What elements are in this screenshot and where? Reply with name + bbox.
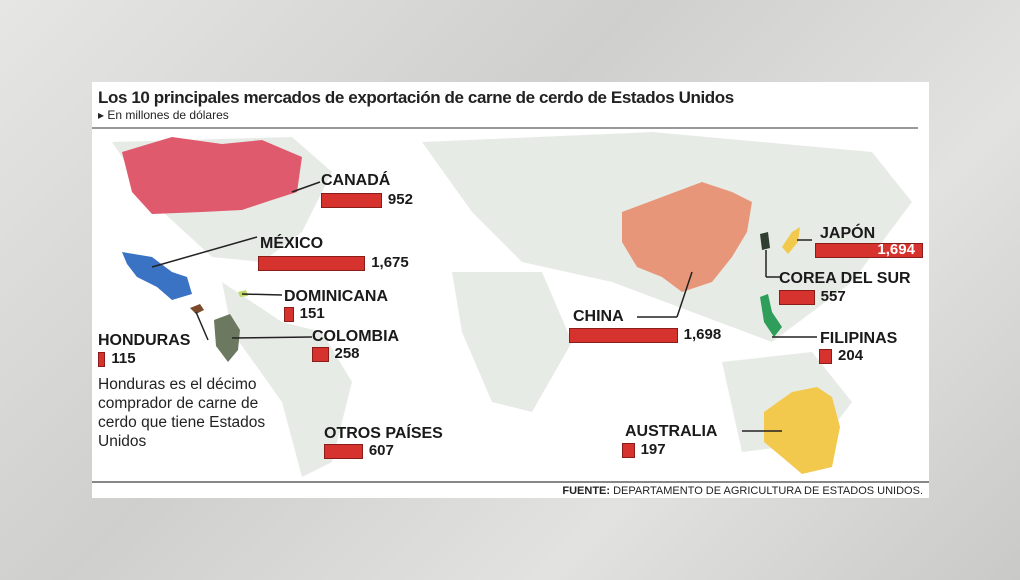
china-shape	[622, 182, 752, 292]
value-japon: 1,694	[877, 241, 915, 258]
bar-colombia	[312, 347, 329, 362]
bar-honduras	[98, 352, 106, 367]
label-australia: AUSTRALIA	[625, 423, 718, 440]
value-china: 1,698	[683, 326, 722, 343]
label-corea-del-sur: COREA DEL SUR	[779, 270, 911, 287]
korea-shape	[760, 232, 770, 250]
bar-australia	[622, 443, 635, 458]
value-otros-paises: 607	[368, 442, 394, 459]
bar-mexico	[258, 256, 366, 271]
value-corea-del-sur: 557	[820, 288, 846, 305]
label-otros-paises: OTROS PAÍSES	[324, 425, 443, 442]
bar-dominicana	[284, 307, 294, 322]
bar-canada	[321, 193, 382, 208]
source-text: FUENTE: DEPARTAMENTO DE AGRICULTURA DE E…	[562, 485, 923, 497]
divider	[92, 481, 929, 483]
bar-filipinas	[819, 349, 833, 364]
source-value: DEPARTAMENTO DE AGRICULTURA DE ESTADOS U…	[613, 485, 923, 497]
divider	[92, 127, 918, 129]
label-colombia: COLOMBIA	[312, 328, 400, 345]
bar-otros-paises	[324, 444, 363, 459]
value-canada: 952	[387, 191, 413, 208]
bar-corea-del-sur	[779, 290, 815, 305]
label-mexico: MÉXICO	[260, 235, 324, 252]
value-colombia: 258	[334, 345, 360, 362]
japan-shape	[782, 227, 800, 254]
bar-china	[569, 328, 678, 343]
subtitle-text: En millones de dólares	[107, 108, 229, 122]
label-honduras: HONDURAS	[98, 332, 191, 349]
label-canada: CANADÁ	[321, 172, 391, 189]
chart-subtitle: ▸ En millones de dólares	[98, 108, 229, 122]
value-australia: 197	[640, 441, 666, 458]
source-label: FUENTE:	[562, 485, 611, 497]
canada-shape	[122, 137, 302, 214]
value-dominicana: 151	[299, 305, 325, 322]
philippines-shape	[760, 294, 782, 337]
label-dominicana: DOMINICANA	[284, 288, 388, 305]
world-map	[112, 132, 912, 477]
value-mexico: 1,675	[371, 254, 409, 271]
colombia-shape	[214, 314, 240, 362]
mexico-shape	[122, 252, 192, 300]
label-filipinas: FILIPINAS	[820, 330, 898, 347]
chart-title: Los 10 principales mercados de exportaci…	[98, 88, 734, 107]
australia-shape	[764, 387, 840, 474]
value-filipinas: 204	[838, 347, 864, 364]
bar-japon	[815, 243, 924, 258]
label-china: CHINA	[573, 308, 624, 325]
infographic: Los 10 principales mercados de exportaci…	[92, 82, 929, 498]
label-japon: JAPÓN	[820, 225, 876, 242]
honduras-shape	[190, 304, 204, 314]
value-honduras: 115	[111, 350, 136, 367]
honduras-note: Honduras es el décimo comprador de carne…	[98, 376, 266, 450]
